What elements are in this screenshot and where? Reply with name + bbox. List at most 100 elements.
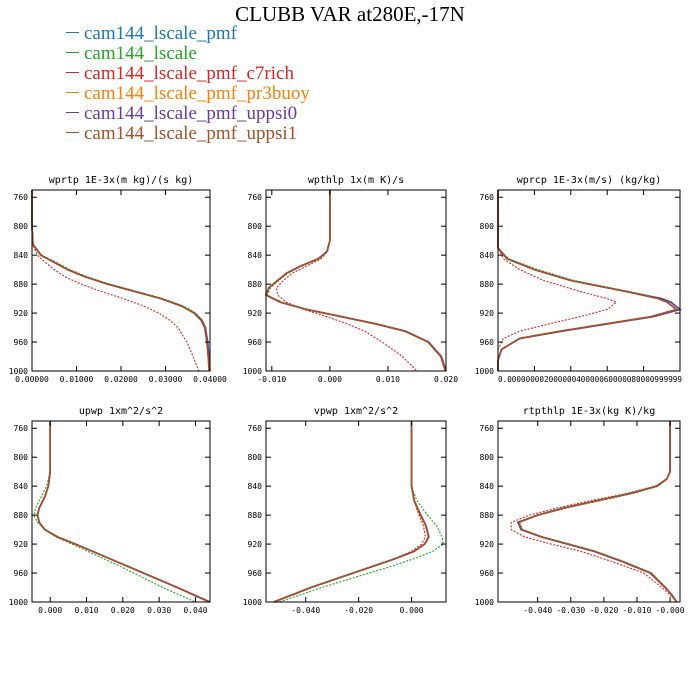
chart-title: rtpthlp 1E-3x(kg K)/kg: [523, 406, 655, 417]
series-line: [31, 190, 210, 372]
plot-frame: [31, 189, 211, 372]
y-tick-label: 760: [480, 193, 495, 202]
legend-label: cam144_lscale_pmf_uppsi1: [84, 123, 298, 144]
y-tick-label: 960: [248, 569, 263, 578]
y-tick-label: 960: [480, 338, 495, 347]
series-line: [31, 190, 211, 372]
series-line: [264, 190, 447, 372]
x-tick-label: 0.01000: [60, 375, 94, 384]
series-line: [517, 421, 678, 603]
legend: cam144_lscale_pmf cam144_lscale cam144_l…: [66, 24, 310, 144]
x-tick-label: 0.010: [74, 606, 98, 615]
series-line: [279, 421, 444, 603]
y-tick-label: 760: [480, 424, 495, 433]
x-tick-label: -0.030: [556, 606, 585, 615]
y-tick-label: 760: [14, 424, 29, 433]
series-line: [510, 421, 678, 603]
x-tick-label: -0.040: [523, 606, 552, 615]
chart-title: upwp 1xm^2/s^2: [79, 406, 163, 417]
series-line: [497, 190, 682, 371]
series-line: [36, 421, 211, 603]
legend-entry: cam144_lscale_pmf: [66, 24, 310, 44]
x-tick-label: 0.000: [400, 606, 424, 615]
y-tick-label: 1000: [243, 367, 262, 376]
y-tick-label: 1000: [9, 367, 28, 376]
y-tick-label: 960: [14, 569, 29, 578]
y-tick-label: 800: [248, 453, 263, 462]
legend-label: cam144_lscale_pmf_c7rich: [84, 63, 294, 84]
series-line: [36, 421, 210, 603]
legend-label: cam144_lscale_pmf_pr3buoy: [84, 83, 310, 104]
series-line: [273, 421, 430, 603]
series-line: [264, 190, 447, 372]
plot-frame: [265, 420, 447, 603]
chart-panel: wprcp 1E-3x(m/s) (kg/kg) 760 800 840 880 920 9…: [475, 175, 682, 384]
series-line: [273, 421, 430, 603]
series-line: [497, 190, 682, 371]
y-tick-label: 920: [248, 540, 263, 549]
legend-entry: cam144_lscale_pmf_uppsi1: [66, 124, 310, 144]
legend-swatch: [66, 132, 79, 134]
y-tick-label: 840: [480, 251, 495, 260]
legend-entry: cam144_lscale_pmf_uppsi0: [66, 104, 310, 124]
series-line: [497, 190, 679, 371]
y-tick-label: 960: [14, 338, 29, 347]
series-line: [273, 421, 430, 603]
series-line: [497, 190, 682, 371]
x-tick-label: 0.010: [376, 375, 400, 384]
chart-title: wpthlp 1x(m K)/s: [308, 175, 404, 186]
y-tick-label: 960: [248, 338, 263, 347]
y-tick-label: 760: [248, 193, 263, 202]
y-tick-label: 800: [14, 222, 29, 231]
series-line: [497, 190, 679, 371]
x-tick-label: -0.000: [656, 606, 685, 615]
x-tick-label: 0.020: [111, 606, 135, 615]
legend-label: cam144_lscale_pmf: [84, 23, 238, 44]
series-line: [33, 421, 196, 603]
y-tick-label: 1000: [475, 598, 494, 607]
series-line: [264, 190, 447, 372]
series-line: [36, 421, 210, 603]
y-tick-label: 920: [248, 309, 263, 318]
series-line: [264, 190, 447, 372]
y-tick-label: 920: [480, 309, 495, 318]
y-tick-label: 800: [248, 222, 263, 231]
y-tick-label: 800: [480, 222, 495, 231]
chart-panel: wpthlp 1x(m K)/s 760 800 840 880 920 960 1000-0…: [243, 175, 458, 384]
plot-frame: [265, 189, 447, 372]
series-line: [497, 190, 618, 371]
x-tick-label: 0.02000: [104, 375, 138, 384]
chart-title: vpwp 1xm^2/s^2: [314, 406, 398, 417]
y-tick-label: 880: [14, 280, 29, 289]
y-tick-label: 840: [248, 251, 263, 260]
series-line: [36, 421, 211, 603]
legend-swatch: [66, 32, 79, 34]
plot-frame: [31, 420, 211, 603]
x-tick-label: 0.000: [38, 606, 62, 615]
x-tick-label: -0.010: [623, 606, 652, 615]
x-tick-label: 0.03000: [149, 375, 183, 384]
y-tick-label: 880: [248, 280, 263, 289]
series-line: [31, 190, 200, 372]
y-tick-label: 800: [14, 453, 29, 462]
y-tick-label: 880: [480, 511, 495, 520]
series-line: [36, 421, 210, 603]
y-tick-label: 1000: [475, 367, 494, 376]
plot-frame: [497, 420, 681, 603]
legend-label: cam144_lscale_pmf_uppsi0: [84, 103, 298, 124]
x-tick-label: 0.04000: [193, 375, 227, 384]
legend-swatch: [66, 92, 79, 94]
chart-title: wprtp 1E-3x(m kg)/(s kg): [49, 175, 194, 186]
legend-entry: cam144_lscale_pmf_pr3buoy: [66, 84, 310, 104]
y-tick-label: 1000: [9, 598, 28, 607]
y-tick-label: 880: [248, 511, 263, 520]
y-tick-label: 920: [14, 540, 29, 549]
chart-panel: wprtp 1E-3x(m kg)/(s kg) 760 800 840 880 920 9…: [9, 175, 227, 384]
x-tick-label: -0.020: [344, 606, 373, 615]
figure-title: CLUBB VAR at280E,-17N: [235, 2, 465, 26]
legend-entry: cam144_lscale: [66, 44, 310, 64]
legend-entry: cam144_lscale_pmf_c7rich: [66, 64, 310, 84]
y-tick-label: 800: [480, 453, 495, 462]
x-tick-label: 0.030: [147, 606, 171, 615]
